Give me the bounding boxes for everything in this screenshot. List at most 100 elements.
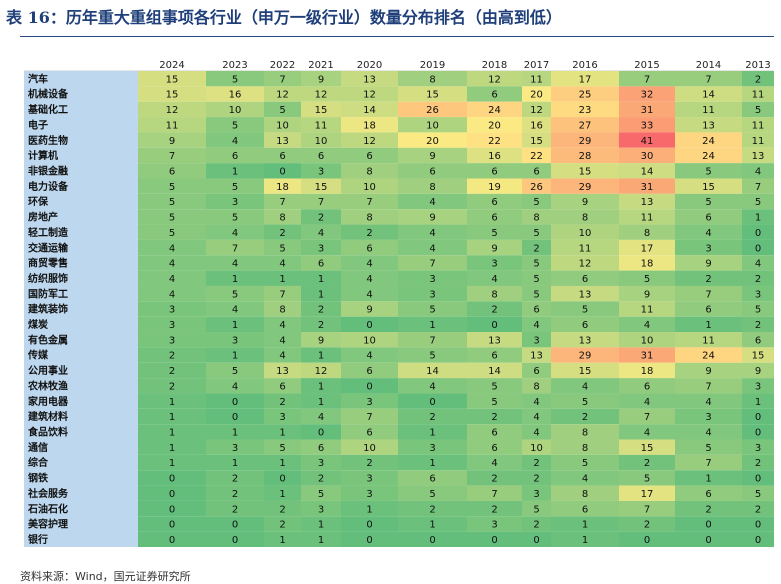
cell-value: 5 xyxy=(533,504,539,515)
heat-cell xyxy=(398,393,467,409)
cell-value: 0 xyxy=(644,535,650,546)
cell-value: 18 xyxy=(276,182,289,193)
heat-cell xyxy=(341,347,398,363)
cell-value: 11 xyxy=(702,105,715,116)
heat-cell xyxy=(138,71,206,87)
cell-value: 1 xyxy=(279,274,285,285)
cell-value: 0 xyxy=(366,381,372,392)
heat-cell xyxy=(522,316,551,333)
cell-value: 23 xyxy=(579,105,592,116)
cell-value: 6 xyxy=(279,151,285,162)
cell-value: 2 xyxy=(169,381,175,392)
heat-cell xyxy=(264,193,301,210)
heat-cell xyxy=(301,332,341,348)
heat-cell xyxy=(551,86,619,102)
cell-value: 6 xyxy=(366,428,372,439)
cell-value: 0 xyxy=(429,535,435,546)
heat-cell xyxy=(742,362,774,379)
heat-cell xyxy=(522,193,551,210)
heat-cell xyxy=(398,516,467,532)
heat-cell xyxy=(398,239,467,256)
cell-value: 1 xyxy=(279,489,285,500)
heat-cell xyxy=(138,301,206,317)
cell-value: 20 xyxy=(530,90,543,101)
heat-cell xyxy=(619,285,675,302)
heat-cell xyxy=(264,393,301,409)
heat-cell xyxy=(522,393,551,409)
heat-cell xyxy=(675,101,742,118)
heat-cell xyxy=(551,454,619,471)
cell-value: 12 xyxy=(530,105,543,116)
cell-value: 3 xyxy=(491,520,497,531)
heat-cell xyxy=(206,531,264,547)
heat-cell xyxy=(551,71,619,87)
cell-value: 7 xyxy=(366,412,372,423)
heat-cell xyxy=(398,347,467,363)
cell-value: 3 xyxy=(169,305,175,316)
cell-value: 6 xyxy=(644,381,650,392)
heat-cell xyxy=(264,408,301,425)
heat-cell xyxy=(619,485,675,501)
cell-value: 1 xyxy=(169,443,175,454)
cell-value: 5 xyxy=(169,182,175,193)
cell-value: 7 xyxy=(755,182,761,193)
heat-cell xyxy=(138,485,206,501)
heat-cell xyxy=(264,209,301,225)
cell-value: 11 xyxy=(641,213,654,224)
heat-cell xyxy=(138,255,206,271)
cell-value: 0 xyxy=(169,520,175,531)
cell-value: 0 xyxy=(366,535,372,546)
heat-cell xyxy=(341,178,398,194)
cell-value: 6 xyxy=(491,428,497,439)
heat-cell xyxy=(398,270,467,286)
heat-cell xyxy=(301,454,341,471)
heat-cell xyxy=(619,516,675,532)
heat-cell xyxy=(551,362,619,379)
heat-cell xyxy=(675,270,742,286)
heat-cell xyxy=(138,424,206,440)
heat-cell xyxy=(551,163,619,179)
cell-value: 12 xyxy=(276,90,289,101)
heat-cell xyxy=(264,531,301,547)
heat-cell xyxy=(522,270,551,286)
cell-value: 6 xyxy=(429,474,435,485)
cell-value: 2 xyxy=(232,504,238,515)
cell-value: 5 xyxy=(232,289,238,300)
cell-value: 5 xyxy=(755,305,761,316)
industry-label: 石油石化 xyxy=(27,502,68,515)
cell-value: 4 xyxy=(533,320,539,331)
heat-cell xyxy=(467,224,522,240)
heat-cell xyxy=(301,132,341,148)
cell-value: 12 xyxy=(315,90,328,101)
heat-cell xyxy=(341,485,398,501)
cell-value: 1 xyxy=(232,428,238,439)
cell-value: 14 xyxy=(641,166,654,177)
cell-value: 1 xyxy=(755,397,761,408)
cell-value: 13 xyxy=(363,74,376,85)
industry-label: 煤炭 xyxy=(28,318,48,331)
cell-value: 7 xyxy=(705,381,711,392)
cell-value: 9 xyxy=(705,366,711,377)
cell-value: 1 xyxy=(582,520,588,531)
heat-cell xyxy=(301,347,341,363)
heat-cell xyxy=(301,86,341,102)
heat-cell xyxy=(398,378,467,394)
heat-cell xyxy=(138,86,206,102)
heat-cell xyxy=(398,424,467,440)
heat-cell xyxy=(551,378,619,394)
heat-cell xyxy=(341,301,398,317)
heat-cell xyxy=(301,470,341,486)
cell-value: 6 xyxy=(491,90,497,101)
heat-cell xyxy=(742,101,774,118)
heat-cell xyxy=(742,408,774,425)
heat-cell xyxy=(206,454,264,471)
heat-cell xyxy=(619,239,675,256)
heat-cell xyxy=(301,301,341,317)
cell-value: 6 xyxy=(232,151,238,162)
cell-value: 4 xyxy=(366,274,372,285)
heat-cell xyxy=(742,500,774,517)
cell-value: 2 xyxy=(429,504,435,515)
heat-cell xyxy=(551,301,619,317)
heat-cell xyxy=(551,224,619,240)
cell-value: 5 xyxy=(755,105,761,116)
